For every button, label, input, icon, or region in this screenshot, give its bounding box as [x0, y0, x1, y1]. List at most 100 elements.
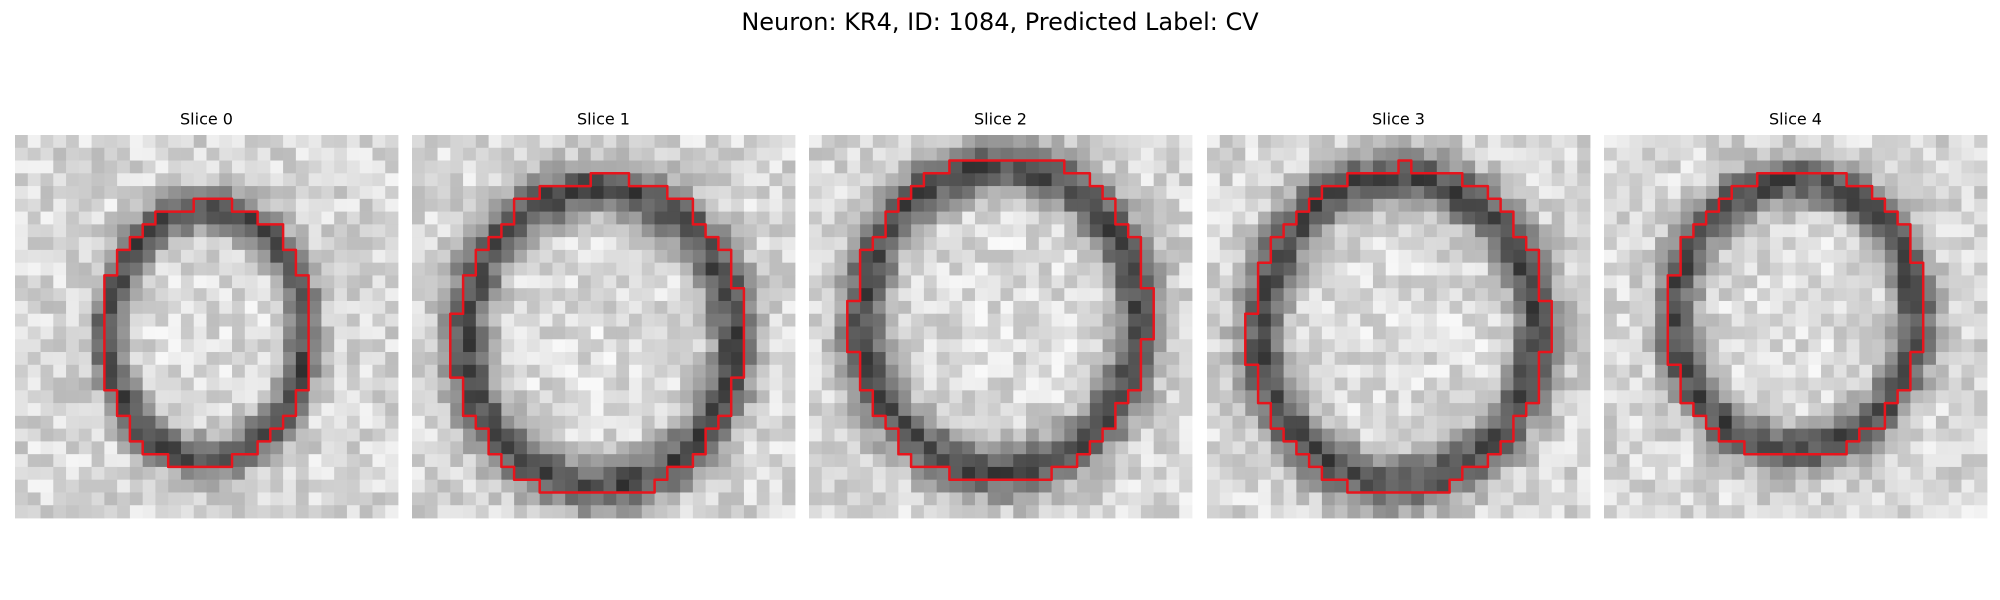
pixel [244, 288, 258, 302]
pixel [66, 377, 80, 391]
pixel [629, 390, 643, 404]
pixel [1089, 454, 1104, 468]
pixel [1334, 415, 1348, 430]
pixel [1718, 492, 1733, 506]
pixel [232, 339, 246, 353]
pixel [680, 492, 694, 506]
pixel [270, 390, 284, 404]
pixel [1693, 288, 1707, 302]
pixel [539, 211, 553, 225]
pixel [1500, 224, 1514, 238]
pixel [1833, 326, 1847, 340]
pixel [872, 428, 886, 442]
pixel [1744, 249, 1758, 264]
pixel [1026, 313, 1040, 327]
pixel [705, 135, 719, 149]
pixel [1974, 262, 1988, 276]
pixel [1500, 160, 1514, 174]
pixel [1385, 364, 1399, 378]
pixel [168, 249, 182, 264]
pixel [1629, 479, 1643, 493]
pixel [1102, 147, 1116, 161]
pixel [680, 479, 694, 493]
pixel [1846, 466, 1860, 481]
pixel [1140, 492, 1155, 506]
pixel [1166, 364, 1180, 378]
pixel [1718, 237, 1733, 251]
pixel [1500, 415, 1514, 430]
pixel [1629, 160, 1643, 174]
pixel [346, 492, 361, 506]
pixel [834, 454, 848, 468]
pixel [40, 313, 54, 327]
pixel [1757, 492, 1771, 506]
pixel [1551, 505, 1565, 519]
pixel [667, 224, 681, 238]
pixel [1948, 364, 1962, 378]
pixel [412, 224, 426, 238]
pixel [1436, 300, 1450, 315]
pixel [257, 505, 271, 519]
pixel [743, 479, 758, 493]
pixel [1102, 326, 1116, 340]
pixel [1232, 441, 1246, 455]
pixel [1321, 326, 1336, 340]
pixel [526, 300, 541, 315]
pixel [1128, 339, 1142, 353]
pixel [475, 390, 489, 404]
pixel [962, 441, 976, 455]
pixel [1718, 135, 1733, 149]
pixel [1166, 352, 1180, 366]
pixel [1232, 198, 1246, 212]
pixel [1629, 211, 1643, 225]
pixel [1706, 352, 1720, 366]
pixel [1153, 390, 1167, 404]
pixel [488, 428, 502, 442]
pixel [1089, 352, 1104, 366]
pixel [565, 135, 579, 149]
pixel [1693, 505, 1707, 519]
pixel [1910, 147, 1924, 161]
pixel [1706, 364, 1720, 378]
pixel [53, 186, 67, 200]
pixel [1769, 428, 1784, 442]
pixel [1296, 505, 1310, 519]
pixel [1360, 441, 1374, 455]
pixel [1616, 211, 1630, 225]
pixel [1449, 211, 1463, 225]
pixel [1974, 339, 1988, 353]
pixel [1296, 403, 1310, 417]
pixel [1115, 492, 1129, 506]
pixel [1744, 479, 1758, 493]
pixel [1347, 466, 1361, 481]
pixel [949, 211, 963, 225]
pixel [1385, 147, 1399, 161]
pixel [1693, 211, 1707, 225]
pixel [514, 211, 528, 225]
pixel [1513, 390, 1527, 404]
pixel [232, 186, 246, 200]
pixel [244, 147, 258, 161]
pixel [1513, 237, 1527, 251]
pixel [1604, 377, 1618, 391]
pixel [860, 364, 874, 378]
pixel [1923, 275, 1937, 289]
pixel [1642, 364, 1656, 378]
pixel [1013, 249, 1027, 264]
pixel [1449, 377, 1463, 391]
pixel [1680, 160, 1694, 174]
pixel [334, 173, 348, 187]
pixel [1207, 454, 1221, 468]
pixel [1232, 505, 1246, 519]
pixel [898, 505, 912, 519]
pixel [1680, 288, 1694, 302]
pixel [847, 211, 861, 225]
pixel [488, 275, 502, 289]
pixel [552, 147, 566, 161]
pixel [424, 186, 438, 200]
pixel [1884, 300, 1899, 315]
pixel [860, 237, 874, 251]
pixel [654, 186, 668, 200]
pixel [1411, 160, 1425, 174]
pixel [616, 224, 630, 238]
